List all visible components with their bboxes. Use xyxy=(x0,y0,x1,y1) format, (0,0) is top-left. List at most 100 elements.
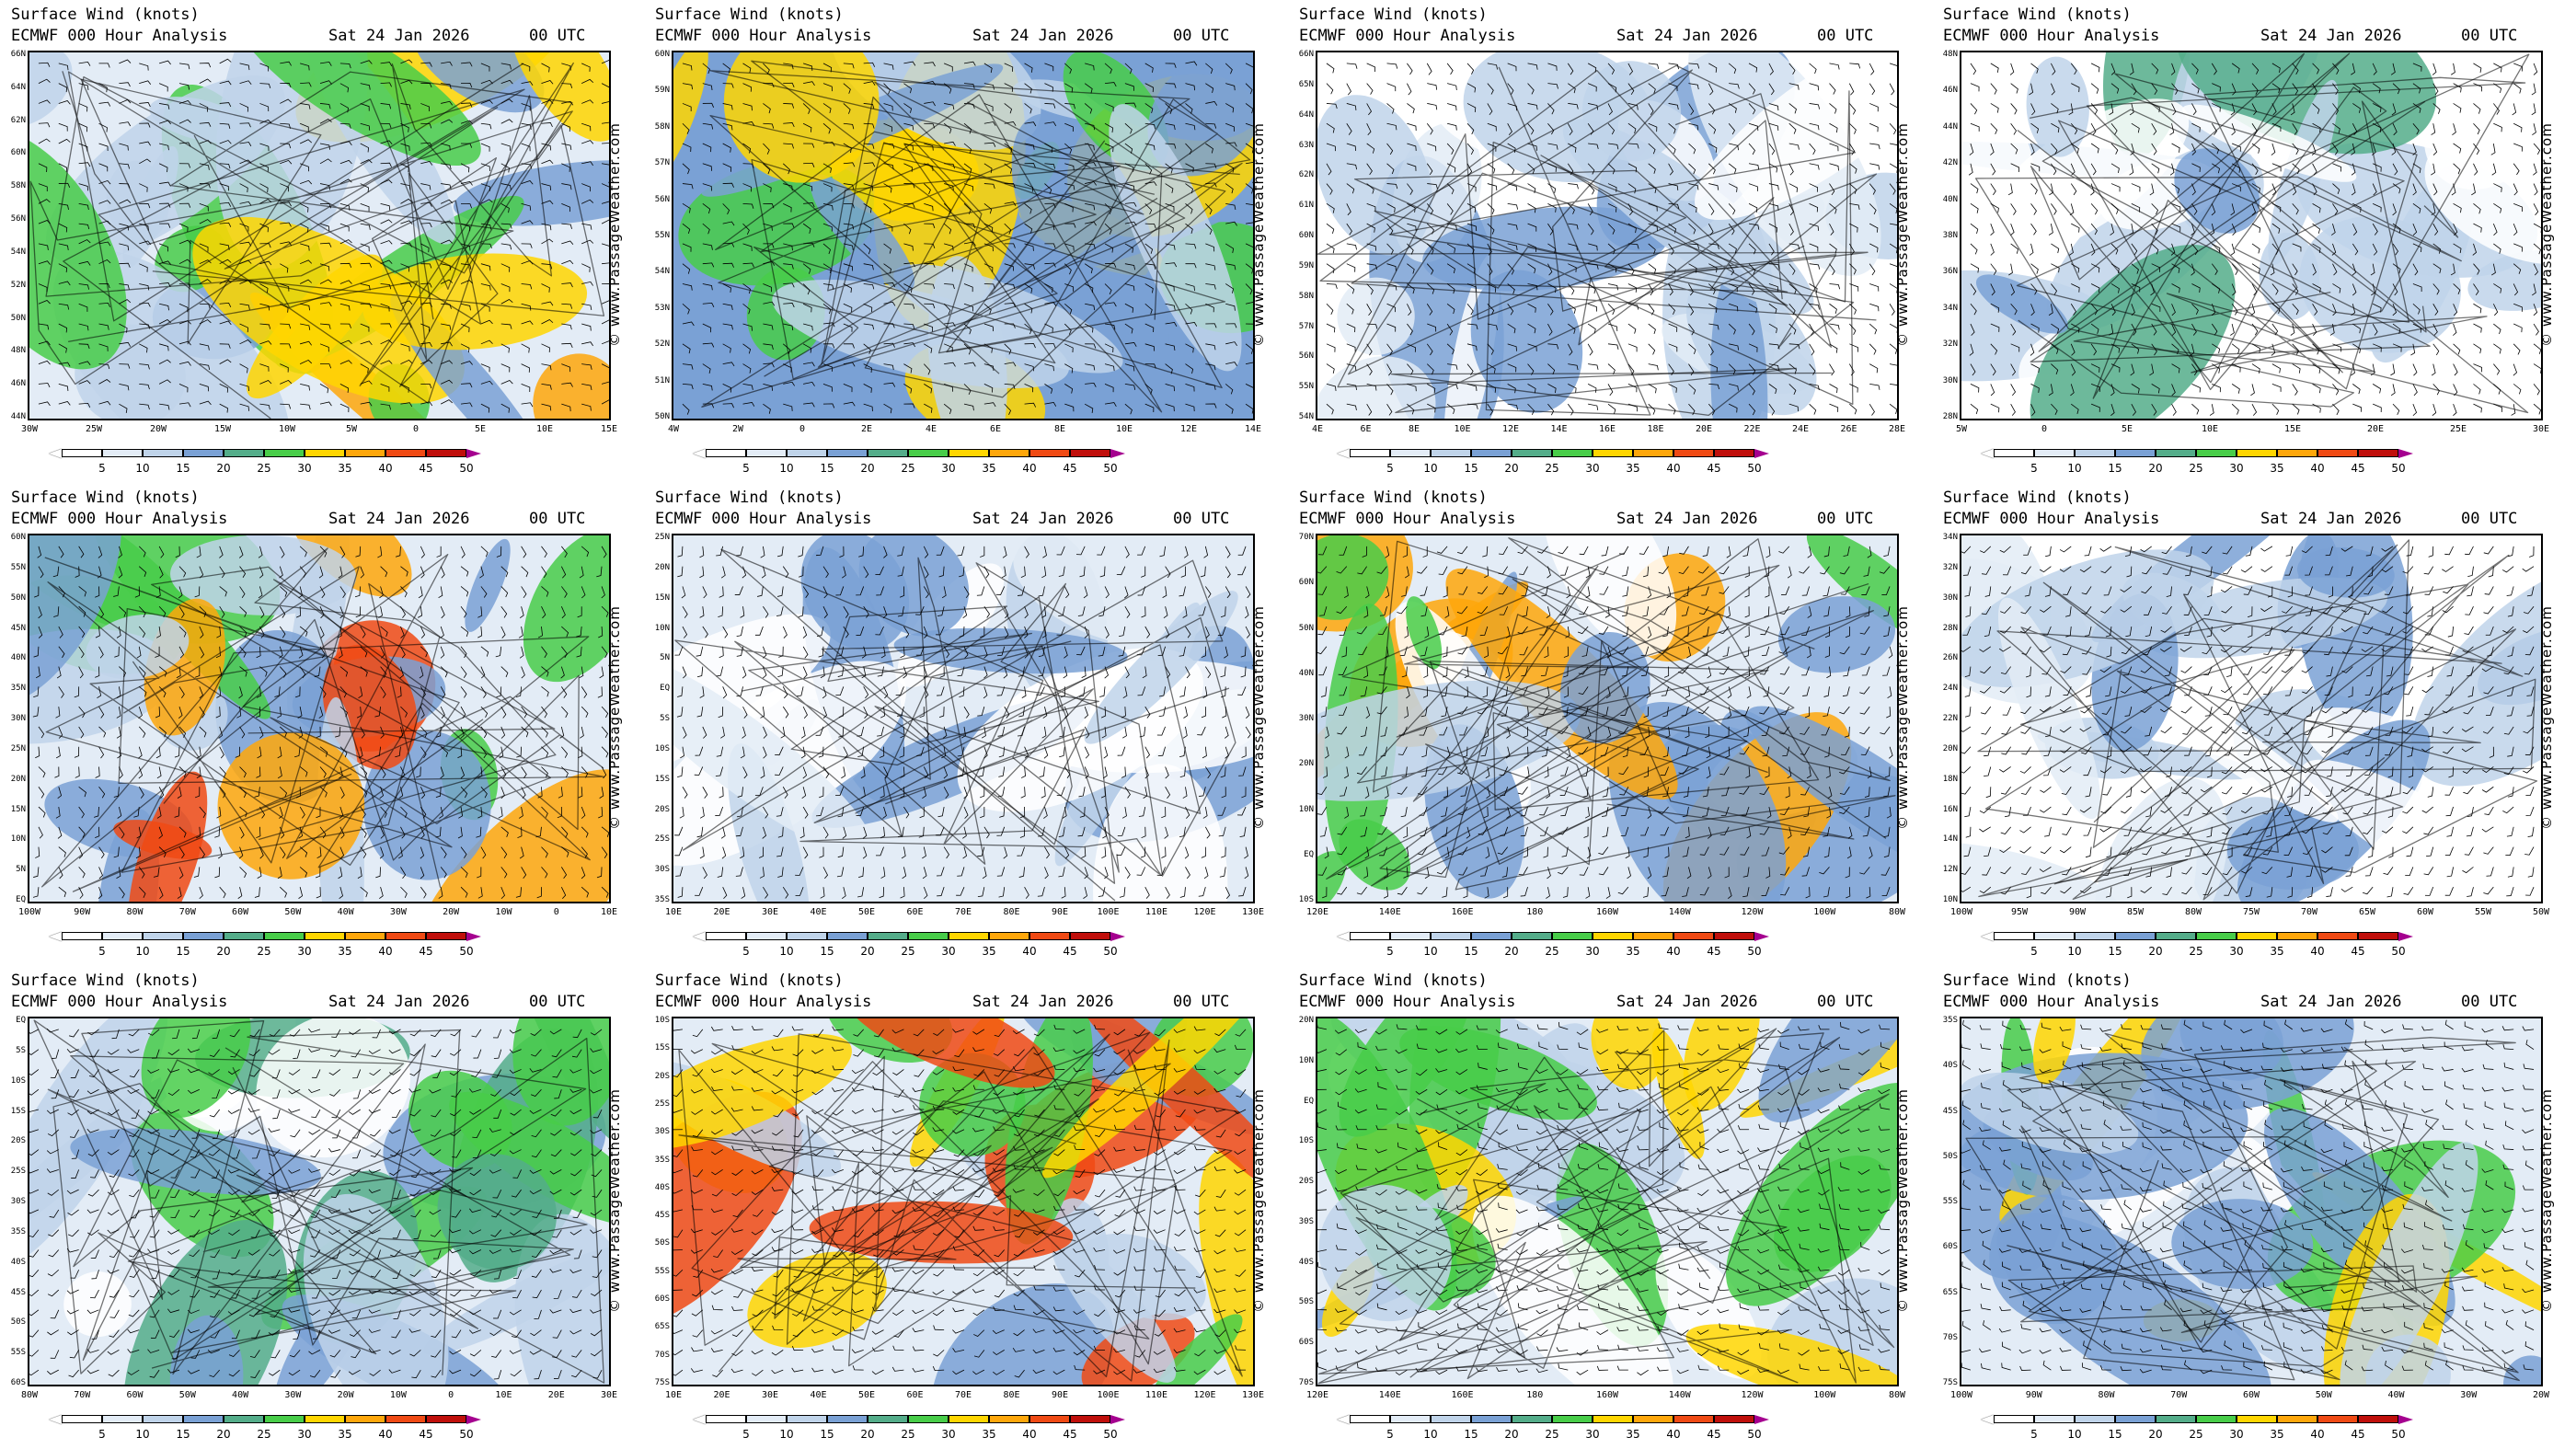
legend-tick-label: 10 xyxy=(1423,462,1438,475)
lon-label: 30E xyxy=(761,907,779,917)
lat-label: 66N xyxy=(10,50,26,59)
wind-map[interactable] xyxy=(672,1017,1255,1386)
legend-swatch xyxy=(989,449,1029,457)
lat-label: 20N xyxy=(1298,1016,1314,1025)
legend-tick-label: 50 xyxy=(2391,1428,2406,1441)
lon-label: 22E xyxy=(1743,424,1761,434)
legend-swatch xyxy=(2034,449,2075,457)
lon-label: 110E xyxy=(1144,907,1168,917)
legend-swatch xyxy=(345,1415,385,1423)
lon-label: 25E xyxy=(2449,424,2467,434)
legend-cap-left xyxy=(693,1415,706,1424)
wind-map[interactable] xyxy=(1960,534,2543,903)
legend-tick-label: 10 xyxy=(135,1428,150,1441)
lon-label: 10E xyxy=(600,907,618,917)
panel-model: ECMWF 000 Hour Analysis xyxy=(655,510,872,528)
legend-tick-label: 10 xyxy=(2067,1428,2082,1441)
lon-label: 80W xyxy=(126,907,144,917)
lat-label: 51N xyxy=(654,375,670,385)
panel-model: ECMWF 000 Hour Analysis xyxy=(11,510,228,528)
wind-map[interactable] xyxy=(28,1017,611,1386)
panel-time: 00 UTC xyxy=(529,27,586,45)
legend-swatch xyxy=(305,449,345,457)
legend-swatch xyxy=(2075,1415,2115,1423)
lon-label: 40E xyxy=(810,1390,827,1400)
legend-tick-label: 5 xyxy=(742,462,750,475)
lat-label: EQ xyxy=(1304,1096,1314,1106)
lon-label: 20E xyxy=(713,1390,730,1400)
legend-tick-label: 5 xyxy=(2030,1428,2038,1441)
legend-swatch xyxy=(1390,449,1431,457)
legend-swatch xyxy=(1714,932,1754,940)
panel-model: ECMWF 000 Hour Analysis xyxy=(1943,27,2160,45)
lat-label: 60S xyxy=(1942,1242,1958,1252)
lon-label: 20W xyxy=(337,1390,354,1400)
wind-map[interactable] xyxy=(1960,51,2543,420)
lon-label: 10E xyxy=(664,1390,683,1400)
lon-label: 20E xyxy=(1695,424,1713,434)
wind-map[interactable] xyxy=(1316,1017,1899,1386)
legend-swatch xyxy=(2156,1415,2196,1423)
legend-swatch xyxy=(1673,932,1714,940)
panel-model: ECMWF 000 Hour Analysis xyxy=(11,993,228,1011)
panel-title: Surface Wind (knots) xyxy=(11,489,200,507)
lat-label: 24N xyxy=(1942,684,1958,694)
legend-tick-label: 15 xyxy=(176,945,190,958)
legend-swatch xyxy=(2317,932,2358,940)
wind-map[interactable] xyxy=(1316,534,1899,903)
wind-map-panel-ne-atlantic: Surface Wind (knots) ECMWF 000 Hour Anal… xyxy=(0,0,644,483)
wind-map[interactable] xyxy=(28,534,611,903)
lon-label: 50W xyxy=(2315,1390,2332,1400)
legend-swatch xyxy=(1633,932,1673,940)
wind-map[interactable] xyxy=(1316,51,1899,420)
panel-model: ECMWF 000 Hour Analysis xyxy=(1943,510,2160,528)
legend-cap-left xyxy=(693,449,706,458)
legend-swatch xyxy=(1552,932,1593,940)
legend-swatch xyxy=(102,449,143,457)
legend-tick-label: 30 xyxy=(941,462,956,475)
legend-tick-label: 15 xyxy=(1464,462,1478,475)
lon-label: 50W xyxy=(2532,907,2550,917)
wind-map[interactable] xyxy=(672,51,1255,420)
legend-tick-label: 40 xyxy=(2310,462,2325,475)
lat-label: 53N xyxy=(654,303,670,313)
legend-cap-right xyxy=(466,932,481,941)
lon-label: 10E xyxy=(2201,424,2219,434)
lat-label: 32N xyxy=(1942,562,1958,572)
legend-swatch xyxy=(1552,449,1593,457)
lon-label: 10W xyxy=(495,907,512,917)
wind-map[interactable] xyxy=(672,534,1255,903)
lon-label: 0 xyxy=(553,907,559,917)
legend-tick-label: 30 xyxy=(1585,462,1600,475)
panel-time: 00 UTC xyxy=(1173,27,1230,45)
legend-tick-label: 5 xyxy=(1386,945,1394,958)
legend-tick-label: 30 xyxy=(297,462,312,475)
wind-map[interactable] xyxy=(1960,1017,2543,1386)
wind-map[interactable] xyxy=(28,51,611,420)
legend-tick-label: 20 xyxy=(216,945,231,958)
legend-swatch xyxy=(2358,1415,2398,1423)
legend-cap-right xyxy=(2398,449,2413,458)
lon-label: 15W xyxy=(213,424,232,434)
lon-label: 4W xyxy=(667,424,680,434)
legend-swatch xyxy=(1431,1415,1471,1423)
legend-tick-label: 35 xyxy=(982,945,996,958)
legend-swatch xyxy=(1512,449,1552,457)
legend-swatch xyxy=(1593,449,1633,457)
lon-label: 5W xyxy=(345,424,358,434)
legend-cap-left xyxy=(1337,932,1350,941)
legend-tick-label: 10 xyxy=(779,945,794,958)
legend-swatch xyxy=(2115,449,2156,457)
wind-map-panel-north-pacific: Surface Wind (knots) ECMWF 000 Hour Anal… xyxy=(1288,483,1932,966)
lon-label: 80W xyxy=(20,1390,39,1400)
lon-label: 60W xyxy=(232,907,249,917)
lon-label: 40W xyxy=(2387,1390,2405,1400)
legend-tick-label: 5 xyxy=(98,1428,106,1441)
legend-swatch xyxy=(62,1415,102,1423)
lat-label: 30N xyxy=(10,714,26,723)
lat-label: EQ xyxy=(1304,849,1314,859)
legend-tick-label: 20 xyxy=(1504,1428,1519,1441)
lon-label: 50W xyxy=(284,907,302,917)
legend-cap-right xyxy=(1110,449,1125,458)
lon-label: 130E xyxy=(1241,907,1265,917)
